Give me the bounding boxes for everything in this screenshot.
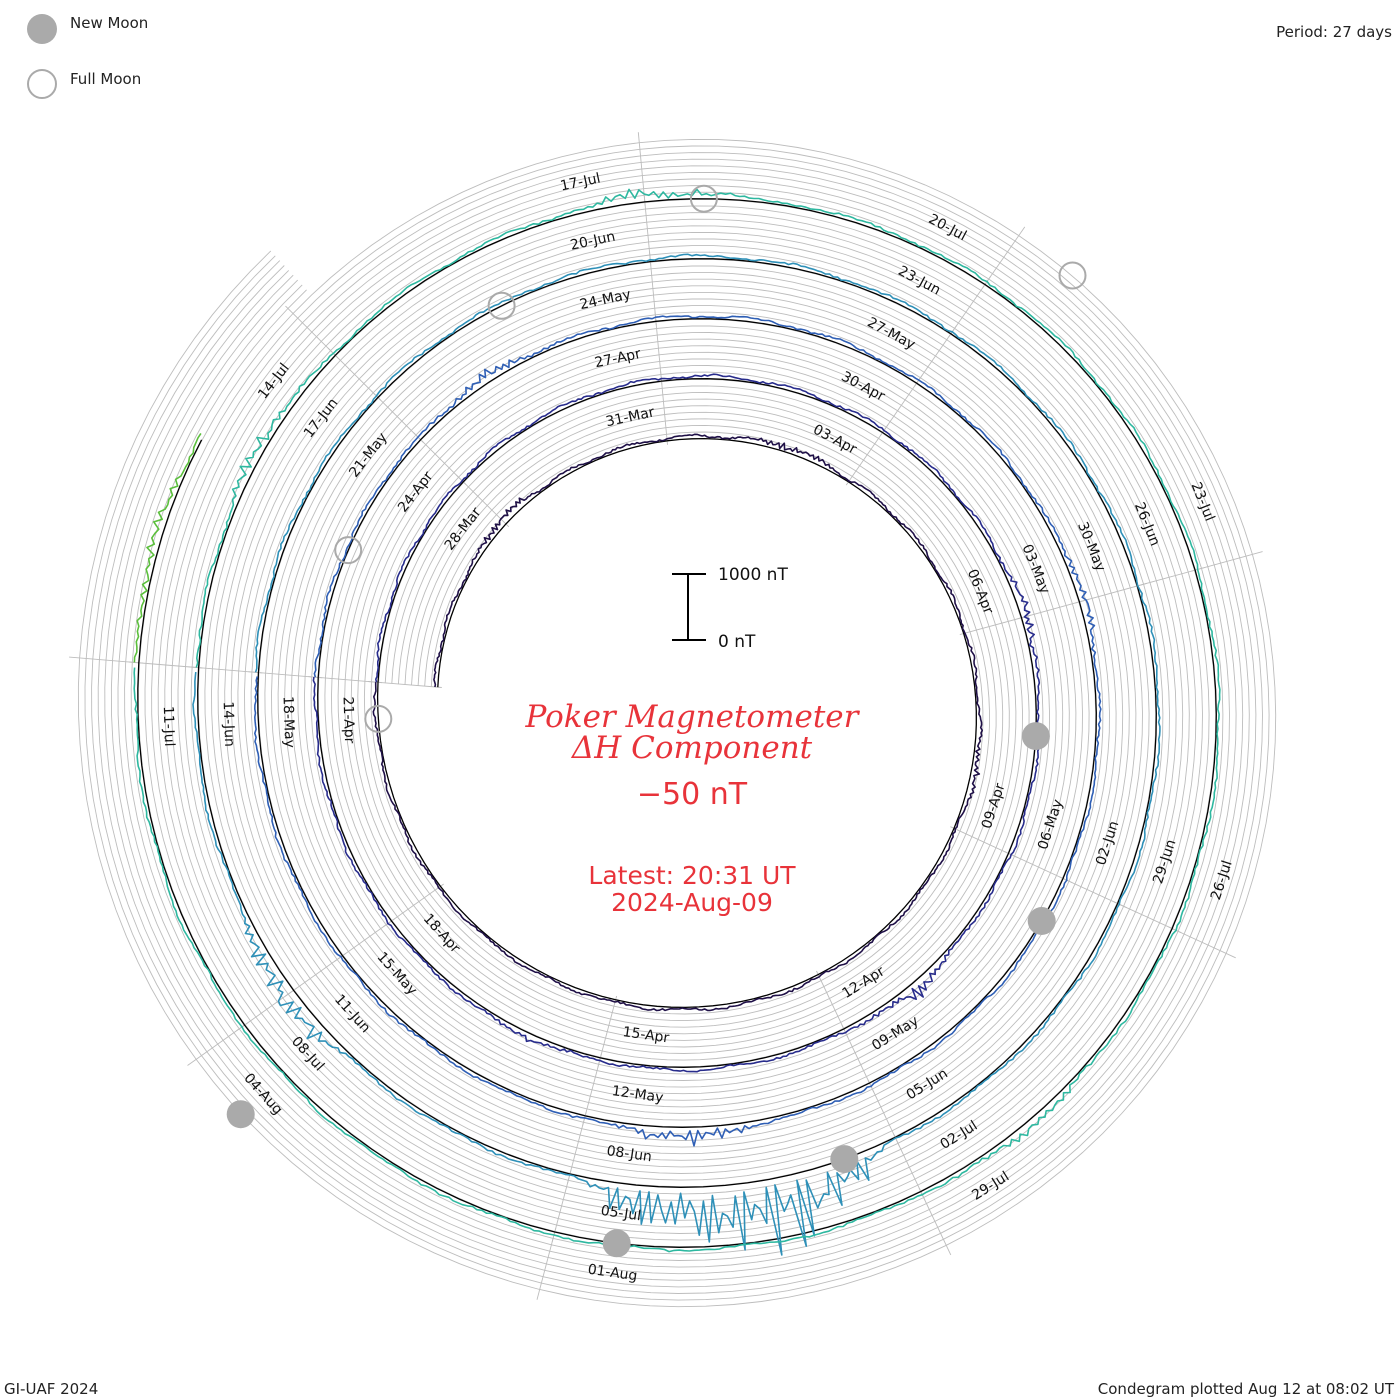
date-label: 05-Jul (600, 1203, 642, 1224)
grid-radial (285, 305, 339, 359)
grid-radial (187, 1022, 249, 1066)
grid-spiral (130, 191, 1224, 1255)
grid-radial (918, 1187, 952, 1256)
chart-title-line2: ΔH Component (571, 730, 813, 766)
series-line (372, 433, 983, 1012)
date-label: 15-Apr (622, 1024, 671, 1046)
chart-title-line1: Poker Magnetometer (525, 699, 861, 735)
date-label: 03-May (1018, 542, 1052, 596)
new-moon-legend-icon (27, 14, 57, 44)
full-moon-marker-icon (689, 184, 718, 213)
scale-bar: 1000 nT 0 nT (672, 565, 788, 652)
grid-spiral (97, 158, 1257, 1288)
new-moon-marker-icon (1021, 722, 1050, 751)
latest-date: 2024-Aug-09 (611, 888, 773, 917)
grid-radial (982, 226, 1026, 289)
date-label: 24-Apr (395, 469, 437, 516)
footer-plotted: Condegram plotted Aug 12 at 08:02 UT (1098, 1380, 1395, 1398)
date-label: 23-Jun (895, 263, 943, 299)
date-label: 27-Apr (593, 346, 642, 371)
date-label: 18-Apr (420, 911, 463, 957)
series-line (133, 188, 1221, 1253)
grid-radial (1191, 551, 1263, 572)
grid-radial (69, 656, 143, 664)
grid-spiral (117, 178, 1237, 1268)
latest-time: Latest: 20:31 UT (588, 861, 796, 890)
new-moon-legend-label: New Moon (70, 14, 148, 32)
period-label: Period: 27 days (1276, 23, 1392, 41)
date-label: 09-May (869, 1013, 921, 1054)
date-label: 11-Jul (160, 706, 177, 747)
full-moon-marker-icon (1058, 261, 1087, 290)
date-label: 20-Jun (569, 229, 617, 254)
new-moon-marker-icon (1027, 907, 1056, 935)
date-label: 31-Mar (604, 404, 656, 430)
footer-credit: GI-UAF 2024 (4, 1380, 98, 1398)
baseline-spiral (137, 198, 1217, 1248)
grid-radial (536, 1227, 557, 1300)
current-value: −50 nT (637, 777, 748, 812)
date-label: 03-Apr (810, 422, 859, 458)
full-moon-marker-icon (334, 536, 363, 565)
series-line (133, 432, 202, 663)
full-moon-legend-icon (27, 69, 57, 99)
spiral-baselines (137, 198, 1217, 1248)
grid-spiral (104, 165, 1250, 1281)
grid-radial (1168, 926, 1236, 959)
grid-spiral (91, 152, 1263, 1294)
date-label: 18-May (280, 696, 298, 748)
date-label: 12-May (611, 1083, 665, 1106)
new-moon-marker-icon (830, 1145, 859, 1174)
date-label: 01-Aug (587, 1262, 639, 1285)
moon-phase-markers (226, 184, 1087, 1258)
series-line (192, 253, 1161, 1256)
grid-spiral (124, 185, 1230, 1261)
full-moon-marker-icon (364, 704, 393, 733)
date-label: 30-Apr (838, 369, 887, 405)
scale-bottom-label: 0 nT (718, 632, 756, 652)
date-label: 14-Jun (220, 701, 238, 747)
grid-spiral (84, 145, 1270, 1301)
date-label: 27-May (864, 315, 917, 353)
full-moon-legend-label: Full Moon (70, 70, 141, 88)
date-label: 21-Apr (339, 696, 357, 744)
new-moon-marker-icon (226, 1100, 255, 1129)
grid-spiral (110, 171, 1244, 1275)
scale-top-label: 1000 nT (718, 565, 788, 585)
date-label: 24-May (578, 287, 632, 313)
date-label: 08-Jun (606, 1143, 653, 1165)
date-label: 30-May (1074, 520, 1108, 574)
date-label: 17-Jul (559, 170, 602, 194)
full-moon-marker-icon (487, 291, 516, 320)
series-line (254, 315, 1102, 1147)
new-moon-marker-icon (602, 1229, 631, 1258)
